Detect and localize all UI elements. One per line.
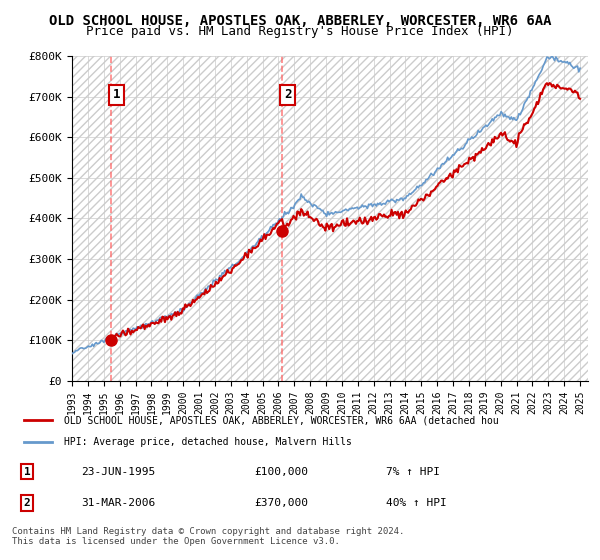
Text: OLD SCHOOL HOUSE, APOSTLES OAK, ABBERLEY, WORCESTER, WR6 6AA: OLD SCHOOL HOUSE, APOSTLES OAK, ABBERLEY… — [49, 14, 551, 28]
Text: 23-JUN-1995: 23-JUN-1995 — [81, 466, 155, 477]
Text: OLD SCHOOL HOUSE, APOSTLES OAK, ABBERLEY, WORCESTER, WR6 6AA (detached hou: OLD SCHOOL HOUSE, APOSTLES OAK, ABBERLEY… — [64, 415, 499, 425]
Text: Price paid vs. HM Land Registry's House Price Index (HPI): Price paid vs. HM Land Registry's House … — [86, 25, 514, 38]
Text: 2: 2 — [23, 498, 30, 508]
Text: 31-MAR-2006: 31-MAR-2006 — [81, 498, 155, 508]
Text: 2: 2 — [284, 88, 292, 101]
Text: Contains HM Land Registry data © Crown copyright and database right 2024.
This d: Contains HM Land Registry data © Crown c… — [12, 526, 404, 546]
Text: 7% ↑ HPI: 7% ↑ HPI — [386, 466, 440, 477]
Text: HPI: Average price, detached house, Malvern Hills: HPI: Average price, detached house, Malv… — [64, 437, 352, 447]
Text: £370,000: £370,000 — [254, 498, 308, 508]
Text: £100,000: £100,000 — [254, 466, 308, 477]
Text: 1: 1 — [113, 88, 121, 101]
Text: 1: 1 — [23, 466, 30, 477]
Text: 40% ↑ HPI: 40% ↑ HPI — [386, 498, 447, 508]
